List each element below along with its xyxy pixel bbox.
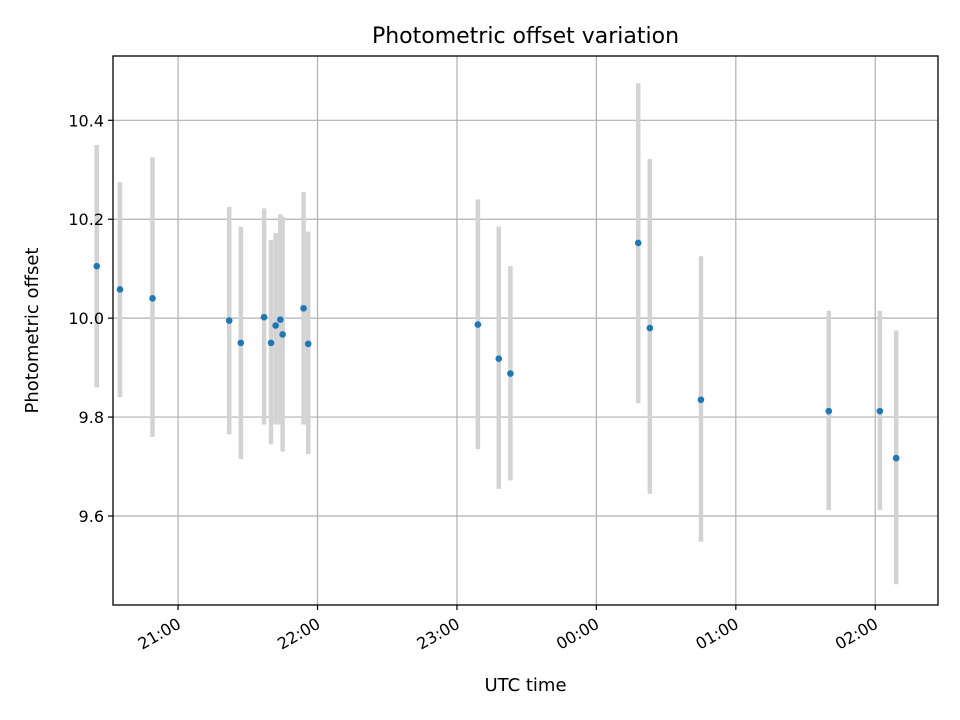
data-point — [149, 295, 156, 302]
x-tick-label: 02:00 — [832, 614, 881, 654]
x-tick-label: 00:00 — [553, 614, 602, 654]
data-point — [277, 316, 284, 323]
y-tick-label: 10.0 — [68, 309, 104, 328]
data-point — [634, 239, 642, 247]
data-point — [116, 286, 124, 293]
data-point — [300, 304, 307, 312]
data-point — [495, 355, 503, 362]
data-point — [272, 322, 279, 329]
data-point — [474, 321, 482, 328]
axes-ticks: 9.6 9.8 10.0 10.2 10.4 21:00 22:00 23:00 00:00 01… — [68, 111, 881, 653]
chart-title: Photometric offset variation — [372, 24, 679, 49]
data-point — [93, 262, 101, 270]
data-point — [237, 339, 245, 347]
data-point — [697, 396, 705, 404]
y-tick-label: 9.6 — [79, 507, 104, 526]
plot-frame — [112, 55, 939, 606]
data-point — [892, 454, 900, 462]
grid — [113, 56, 938, 605]
x-tick-label: 21:00 — [135, 614, 184, 654]
data-point — [876, 407, 884, 415]
data-point — [646, 324, 654, 332]
plot-area — [93, 83, 900, 585]
y-tick-label: 10.2 — [68, 210, 104, 229]
x-tick-label: 22:00 — [274, 614, 323, 654]
data-point — [267, 339, 275, 347]
data-point — [507, 370, 514, 377]
y-axis-label: Photometric offset — [22, 248, 43, 414]
data-point — [304, 340, 312, 348]
x-tick-label: 01:00 — [692, 614, 741, 654]
data-point — [279, 331, 286, 338]
x-tick-label: 23:00 — [414, 614, 463, 654]
data-point — [825, 407, 833, 415]
y-tick-label: 10.4 — [68, 111, 104, 130]
data-point — [225, 317, 233, 324]
y-tick-label: 9.8 — [79, 408, 104, 427]
x-axis-label: UTC time — [484, 675, 566, 696]
data-point — [260, 313, 268, 321]
